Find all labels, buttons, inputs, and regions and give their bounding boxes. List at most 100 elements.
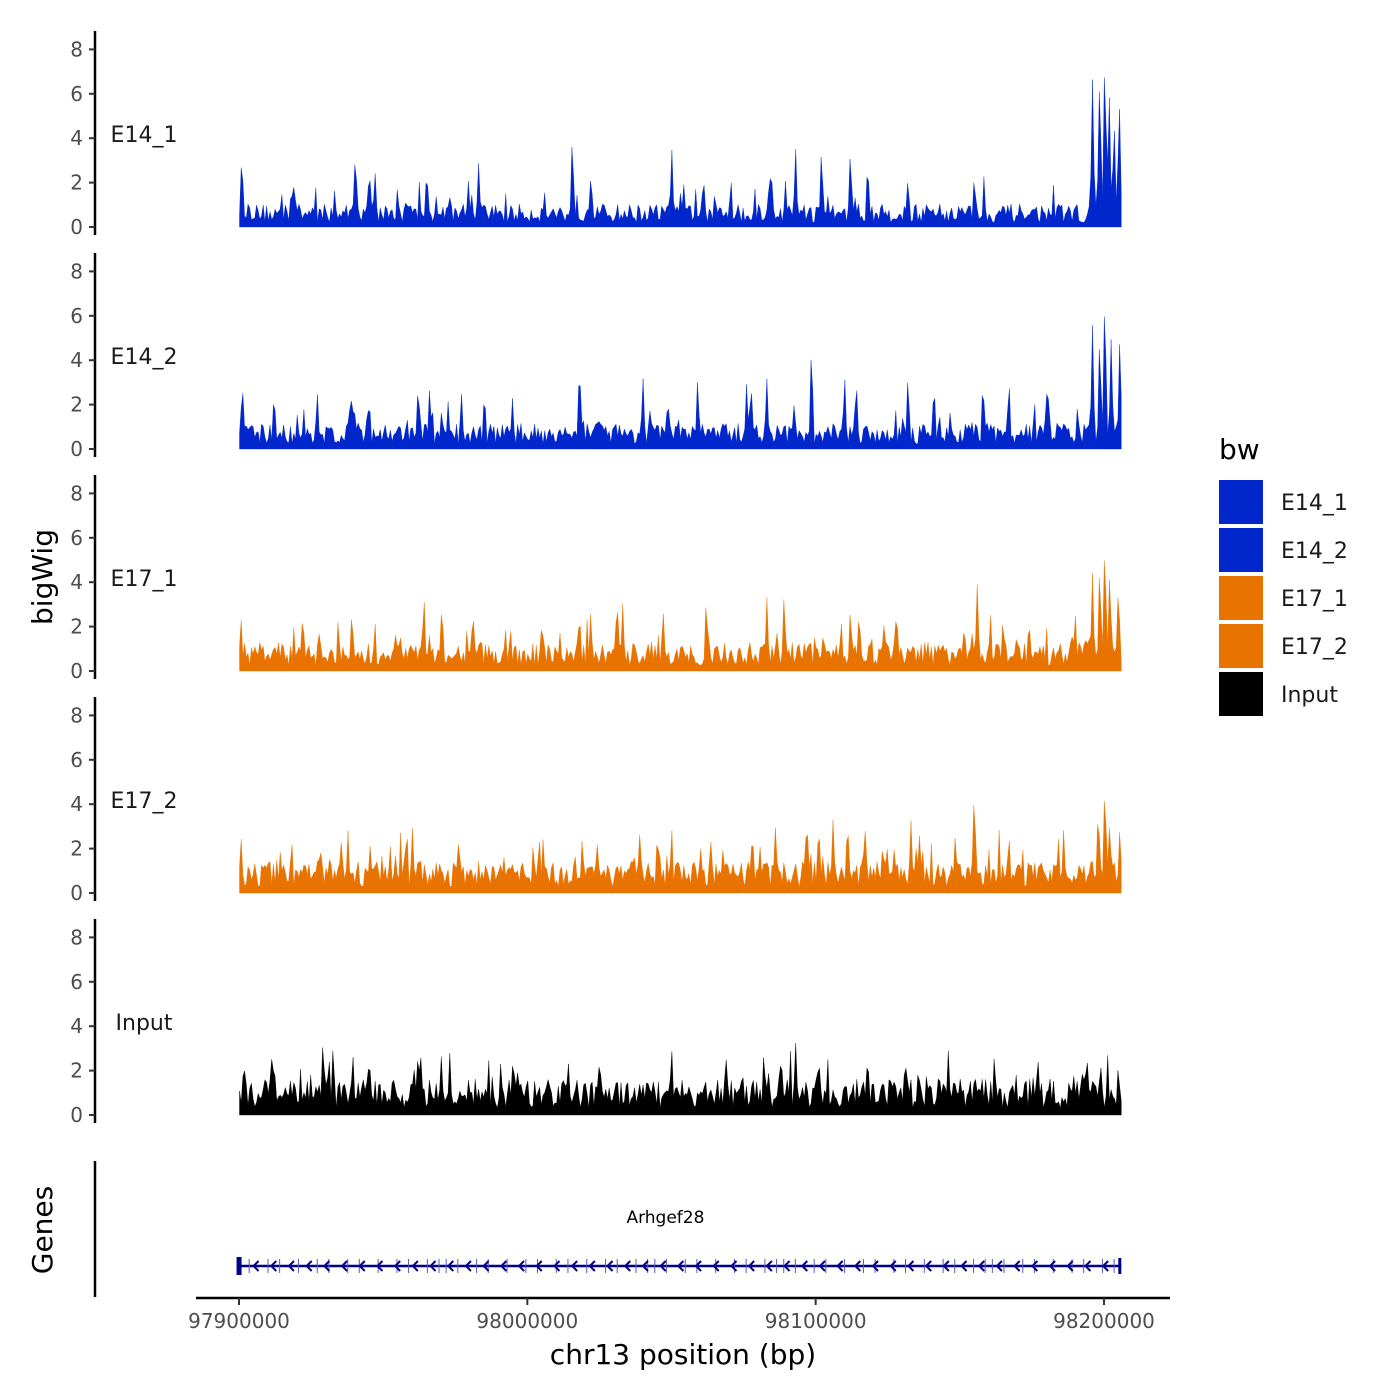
- strand-arrow: [995, 1260, 1003, 1272]
- legend-label: E14_1: [1281, 491, 1348, 516]
- strand-arrow: [1084, 1260, 1092, 1272]
- strand-arrow: [553, 1260, 561, 1272]
- strand-arrow: [659, 1260, 667, 1272]
- strand-arrow: [1066, 1260, 1074, 1272]
- genes-axis-title: Genes: [26, 1186, 59, 1274]
- strand-arrow: [641, 1260, 649, 1272]
- y-tick-label: 2: [70, 171, 83, 195]
- x-axis-title: chr13 position (bp): [550, 1338, 816, 1371]
- strand-arrow: [464, 1260, 472, 1272]
- legend-swatch-e14-2: [1219, 528, 1263, 572]
- legend-title: bw: [1219, 433, 1260, 466]
- strand-arrow: [836, 1260, 844, 1272]
- strand-arrow: [393, 1260, 401, 1272]
- strand-arrow: [606, 1260, 614, 1272]
- y-tick-label: 4: [70, 348, 83, 372]
- strand-arrow: [499, 1260, 508, 1272]
- y-tick-label: 6: [70, 304, 83, 328]
- strand-arrow: [252, 1260, 260, 1272]
- legend-label: Input: [1281, 683, 1338, 708]
- strand-arrow: [871, 1260, 879, 1272]
- legend-swatch-input: [1219, 672, 1263, 716]
- track-label: Input: [116, 1011, 173, 1036]
- x-tick-label: 97900000: [188, 1309, 290, 1333]
- genes-panel: Arhgef28: [93, 1161, 1122, 1297]
- y-axis-title: bigWig: [26, 529, 59, 625]
- track-e14-1: 0 2 4 6 8 E14_1: [70, 31, 1122, 239]
- track-e17-1: 0 2 4 6 8 E17_1: [70, 475, 1122, 683]
- exon-block: [1118, 1258, 1122, 1274]
- y-tick-label: 2: [70, 615, 83, 639]
- strand-arrow: [730, 1260, 738, 1272]
- track-label: E17_1: [111, 567, 178, 592]
- legend-swatch-e14-1: [1219, 480, 1263, 524]
- y-tick-label: 8: [70, 925, 83, 949]
- strand-arrow: [800, 1260, 808, 1272]
- strand-arrow: [429, 1260, 437, 1272]
- strand-arrow: [694, 1260, 702, 1272]
- x-tick-label: 98100000: [765, 1309, 867, 1333]
- strand-arrow: [783, 1260, 791, 1272]
- y-tick-label: 6: [70, 526, 83, 550]
- strand-arrow: [570, 1260, 578, 1272]
- legend-label: E14_2: [1281, 539, 1348, 564]
- track-label: E17_2: [111, 789, 178, 814]
- strand-arrow: [1030, 1260, 1039, 1272]
- exon-block: [236, 1257, 242, 1275]
- strand-arrow: [269, 1260, 277, 1272]
- strand-arrow: [305, 1260, 313, 1272]
- x-tick-label: 98000000: [476, 1309, 578, 1333]
- track-label: E14_1: [111, 123, 178, 148]
- track-e14-2: 0 2 4 6 8 E14_2: [70, 253, 1122, 461]
- legend: bw E14_1 E14_2 E17_1 E17_2 Input: [1219, 433, 1348, 716]
- strand-arrow: [287, 1260, 295, 1272]
- strand-arrow: [376, 1260, 384, 1272]
- y-tick-label: 8: [70, 481, 83, 505]
- gene-arhgef28: Arhgef28: [236, 1208, 1122, 1275]
- signal-area-e14-1: [239, 77, 1122, 228]
- y-tick-label: 2: [70, 393, 83, 417]
- strand-arrow: [322, 1260, 331, 1272]
- strand-arrow: [517, 1260, 525, 1272]
- y-tick-label: 4: [70, 570, 83, 594]
- strand-arrow: [942, 1260, 950, 1272]
- strand-arrow: [924, 1260, 932, 1272]
- gene-label: Arhgef28: [626, 1208, 704, 1228]
- strand-arrow: [676, 1260, 685, 1272]
- strand-arrow: [482, 1260, 490, 1272]
- y-tick-label: 8: [70, 37, 83, 61]
- y-tick-label: 0: [70, 1103, 83, 1127]
- strand-arrow: [765, 1260, 773, 1272]
- strand-arrow: [1101, 1260, 1109, 1272]
- y-tick-label: 0: [70, 437, 83, 461]
- y-tick-label: 6: [70, 748, 83, 772]
- track-label: E14_2: [111, 345, 178, 370]
- y-tick-label: 4: [70, 792, 83, 816]
- x-axis: 97900000 98000000 98100000 98200000: [188, 1296, 1170, 1333]
- signal-area-e14-2: [239, 316, 1122, 450]
- strand-arrow: [960, 1260, 968, 1272]
- legend-label: E17_2: [1281, 635, 1348, 660]
- strand-arrow: [340, 1260, 348, 1272]
- legend-label: E17_1: [1281, 587, 1348, 612]
- strand-arrow: [588, 1260, 596, 1272]
- y-tick-label: 6: [70, 82, 83, 106]
- strand-arrow: [446, 1260, 454, 1272]
- strand-arrow: [853, 1260, 862, 1272]
- y-tick-label: 8: [70, 259, 83, 283]
- track-e17-2: 0 2 4 6 8 E17_2: [70, 697, 1122, 905]
- strand-arrow: [358, 1260, 366, 1272]
- y-tick-label: 0: [70, 881, 83, 905]
- track-input: 0 2 4 6 8 Input: [70, 919, 1122, 1127]
- strand-arrow: [411, 1260, 419, 1272]
- y-tick-label: 4: [70, 1014, 83, 1038]
- y-tick-label: 2: [70, 1059, 83, 1083]
- strand-arrow: [907, 1260, 915, 1272]
- y-tick-label: 6: [70, 970, 83, 994]
- signal-area-input: [239, 1042, 1122, 1116]
- legend-swatch-e17-2: [1219, 624, 1263, 668]
- x-tick-label: 98200000: [1053, 1309, 1155, 1333]
- y-tick-label: 8: [70, 703, 83, 727]
- strand-arrow: [747, 1260, 755, 1272]
- strand-arrow: [1048, 1260, 1056, 1272]
